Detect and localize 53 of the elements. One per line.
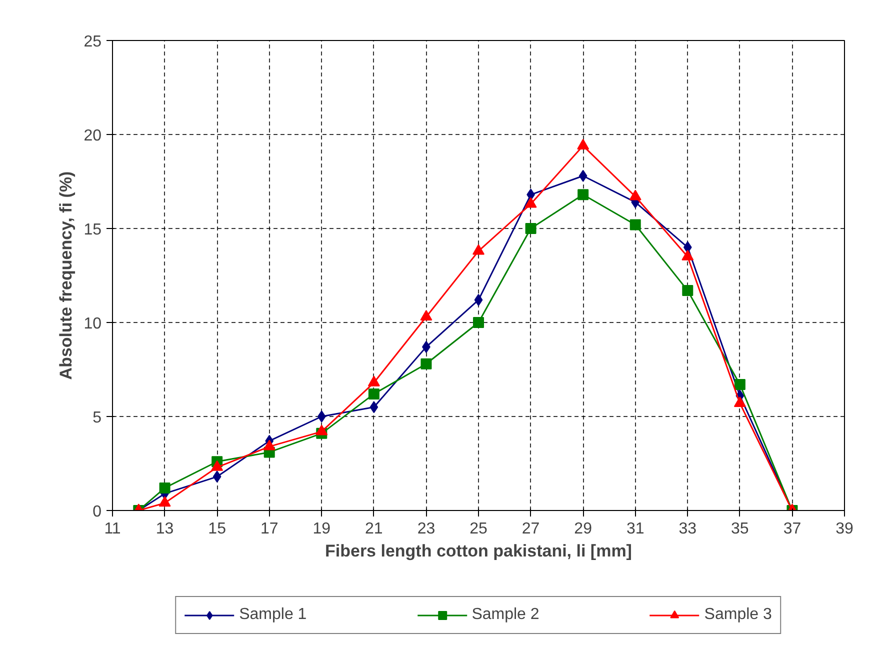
y-tick-label: 5 — [92, 410, 102, 426]
point — [368, 388, 380, 400]
point — [472, 244, 484, 255]
point — [159, 482, 170, 494]
point — [263, 440, 276, 450]
point — [734, 396, 746, 408]
y-tick-label: 25 — [84, 34, 102, 50]
point — [683, 241, 692, 254]
point — [525, 223, 536, 234]
x-tick-label: 25 — [470, 520, 488, 538]
x-tick-label: 33 — [678, 520, 697, 538]
point — [370, 401, 378, 414]
x-tick-label: 31 — [626, 520, 644, 538]
point — [682, 250, 694, 260]
x-tick-label: 11 — [104, 520, 121, 538]
y-tick-label: 15 — [84, 222, 102, 238]
x-tick-label: 17 — [260, 520, 278, 538]
point — [473, 317, 484, 328]
point — [630, 219, 641, 230]
point — [316, 424, 328, 436]
point — [682, 285, 694, 296]
y-axis-title: Absolute frequency, fi (%) — [56, 171, 76, 380]
point — [578, 189, 589, 200]
point — [212, 470, 222, 483]
point — [474, 294, 483, 306]
x-axis-title: Fibers length cotton pakistani, li [mm] — [325, 542, 632, 560]
point — [368, 376, 380, 386]
x-tick-label: 13 — [156, 520, 174, 538]
y-tick-label: 0 — [92, 504, 102, 520]
point — [158, 496, 171, 507]
legend-label: Sample 3 — [704, 606, 772, 624]
point — [629, 190, 642, 200]
x-tick-label: 23 — [417, 520, 436, 538]
point — [524, 197, 537, 208]
legend-label: Sample 2 — [472, 606, 540, 624]
point — [734, 379, 746, 390]
x-tick-label: 19 — [312, 520, 331, 538]
x-tick-label: 27 — [522, 520, 540, 538]
legend-label: Sample 1 — [239, 606, 307, 624]
y-tick-label: 10 — [84, 316, 102, 332]
x-tick-label: 15 — [208, 520, 226, 538]
x-tick-label: 29 — [574, 520, 592, 538]
x-tick-label: 39 — [836, 520, 854, 538]
point — [211, 460, 224, 471]
y-tick-label: 20 — [84, 128, 102, 144]
x-tick-label: 35 — [731, 520, 749, 538]
point — [420, 358, 432, 370]
point — [317, 410, 326, 422]
x-tick-label: 21 — [365, 520, 383, 538]
point — [577, 138, 590, 150]
x-tick-label: 37 — [783, 520, 802, 538]
point — [578, 170, 588, 182]
point — [420, 310, 432, 321]
